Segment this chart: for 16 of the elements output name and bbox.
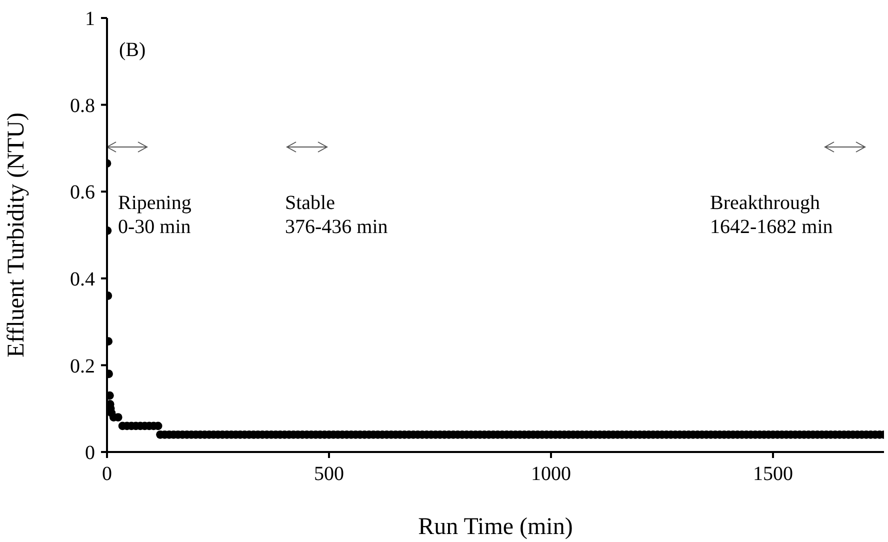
- x-axis-title: Run Time (min): [418, 514, 573, 540]
- annotation: Breakthrough 1642-1682 min: [710, 192, 833, 238]
- x-tick-label: 0: [102, 463, 112, 486]
- x-tick-label: 1000: [531, 463, 571, 486]
- y-axis-title: Effluent Turbidity (NTU): [4, 112, 30, 358]
- annotation: (B): [119, 39, 146, 61]
- y-tick-label: 0.4: [70, 268, 95, 290]
- y-tick-label: 0.2: [70, 355, 95, 378]
- y-tick-label: 0.8: [70, 94, 95, 117]
- annotation: Stable 376-436 min: [285, 192, 388, 238]
- y-tick-label: 0: [85, 442, 95, 464]
- x-tick-label: 1500: [753, 463, 793, 486]
- x-tick-label: 500: [314, 463, 344, 486]
- y-tick-label: 1: [85, 8, 95, 30]
- annotation: Ripening 0-30 min: [118, 192, 192, 238]
- y-tick-label: 0.6: [70, 182, 95, 204]
